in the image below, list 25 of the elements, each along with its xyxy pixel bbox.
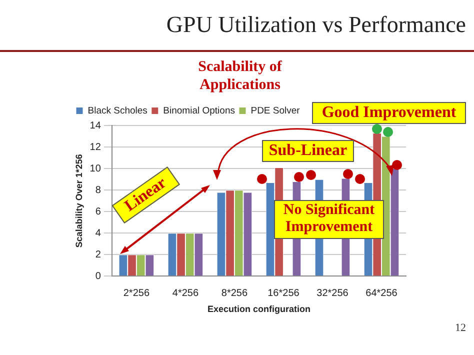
y-axis-title: Scalability Over 1*256 bbox=[74, 154, 84, 248]
y-tick-label: 2 bbox=[95, 249, 102, 260]
x-tick-label: 4*256 bbox=[172, 288, 199, 299]
y-tick-label: 14 bbox=[90, 120, 102, 132]
x-tick-label: 8*256 bbox=[221, 288, 248, 299]
y-tick-label: 12 bbox=[90, 142, 102, 153]
y-tick-label: 8 bbox=[95, 184, 102, 196]
legend-label: Binomial Options bbox=[163, 105, 236, 116]
y-tick-label: 0 bbox=[95, 270, 102, 282]
legend-label: Black Scholes bbox=[88, 105, 148, 116]
x-tick-label: 2*256 bbox=[123, 288, 150, 299]
text: Good Improvement bbox=[312, 102, 466, 124]
text: 12 bbox=[454, 322, 466, 335]
chart-title: GPU Utilization vs Performance bbox=[166, 12, 466, 38]
y-tick-label: 4 bbox=[95, 228, 102, 239]
x-tick-label: 16*256 bbox=[268, 288, 300, 299]
x-axis-title: Execution configuration bbox=[207, 304, 310, 314]
x-tick-label: 32*256 bbox=[316, 288, 349, 299]
x-tick-label: 64*256 bbox=[366, 288, 398, 299]
y-tick-label: 10 bbox=[90, 163, 102, 174]
annotation: Sub-Linear bbox=[262, 140, 354, 162]
y-tick-label: 6 bbox=[95, 206, 102, 218]
annotation: No Significant Improvement bbox=[274, 200, 384, 238]
legend-label: PDE Solver bbox=[250, 105, 300, 116]
chart-subtitle: Scalability of Applications bbox=[197, 58, 283, 94]
